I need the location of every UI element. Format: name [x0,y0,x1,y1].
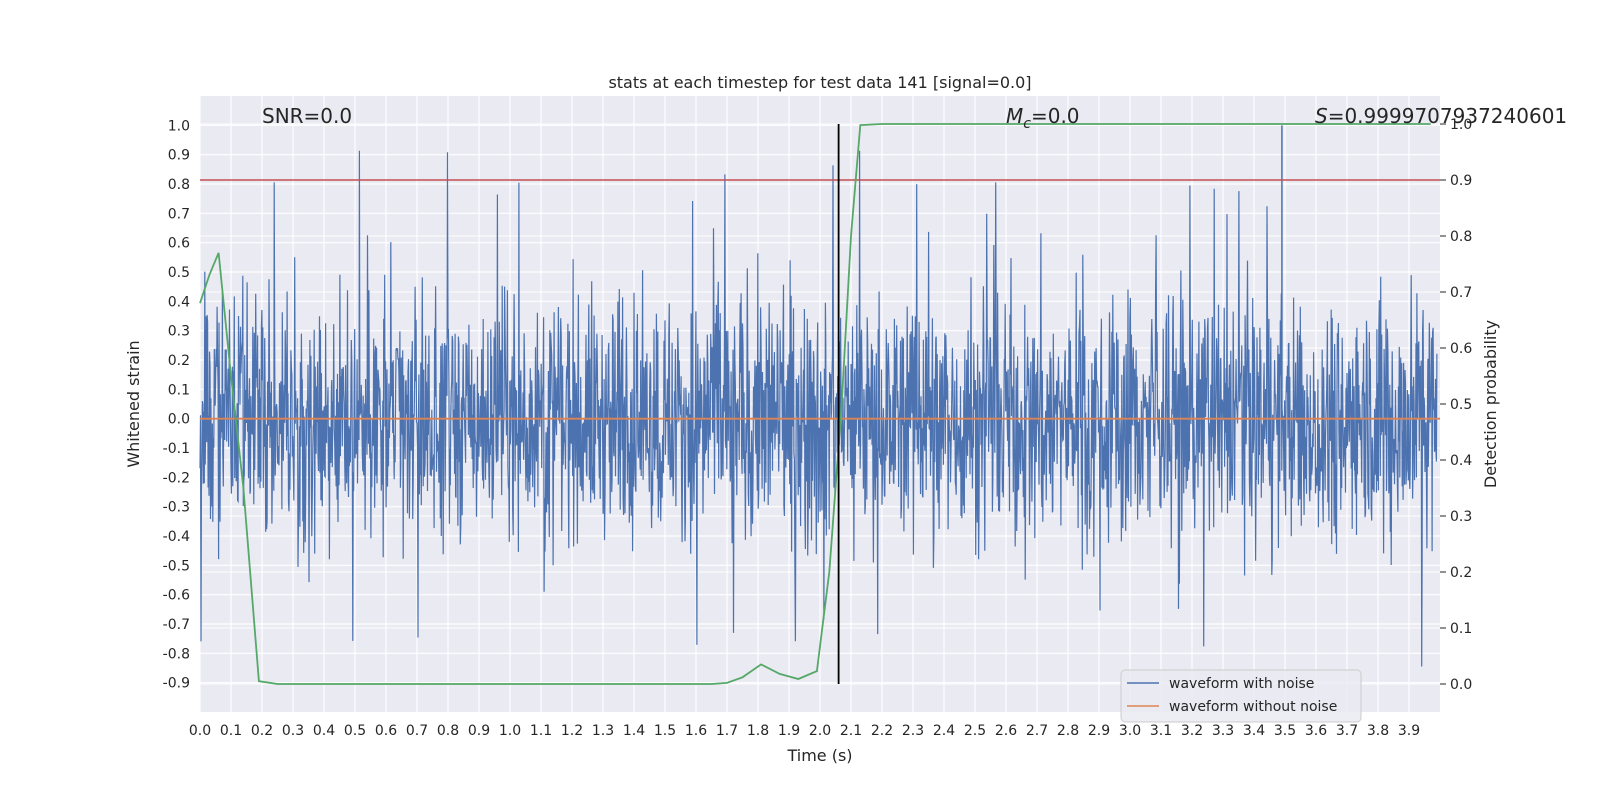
s-symbol: S [1315,104,1328,128]
x-tick-label: 3.3 [1212,723,1234,739]
x-tick-label: 0.6 [375,723,397,739]
y-tick-label: -0.6 [163,588,190,604]
y-tick-label: -0.3 [163,500,190,516]
mc-subscript: c [1023,116,1031,132]
y-tick-label: -0.9 [163,676,190,692]
detection-probability-line [199,123,1431,685]
y-right-tick-label: 0.4 [1450,453,1472,469]
y-right-tick-label: 0.0 [1450,677,1472,693]
y-axis-ticks: -0.9 -0.8 -0.7 -0.6 -0.5 -0.4 -0.3 -0.2 -0.1 0.0 0… [163,118,190,691]
x-tick-label: 2.2 [871,723,893,739]
x-tick-label: 3.9 [1398,723,1420,739]
y-right-tick-label: 0.2 [1450,565,1472,581]
y-tick-label: -0.5 [163,558,190,574]
y-tick-label: 1.0 [168,118,190,134]
y-axis-right-ticks: 0.0 0.1 0.2 0.3 0.4 0.5 0.6 0.7 0.8 0.9 1.0 [1440,117,1472,693]
y-right-tick-label: 0.8 [1450,229,1472,245]
x-tick-label: 3.2 [1181,723,1203,739]
y-tick-label: -0.1 [163,441,190,457]
legend: waveform with noise waveform without noi… [1120,669,1362,723]
x-tick-label: 2.6 [995,723,1017,739]
x-tick-label: 0.8 [437,723,459,739]
y-right-tick-label: 0.7 [1450,285,1472,301]
x-tick-label: 1.8 [747,723,769,739]
s-annotation: S=0.9999707937240601 [1315,104,1567,128]
y-tick-label: 0.1 [168,382,190,398]
x-tick-label: 0.2 [251,723,273,739]
y-right-tick-label: 0.5 [1450,397,1472,413]
x-tick-label: 2.1 [840,723,862,739]
y-tick-label: -0.7 [163,617,190,633]
mc-value: =0.0 [1031,104,1080,128]
y-tick-label: 0.4 [168,294,190,310]
x-tick-label: 3.7 [1336,723,1358,739]
y-tick-label: 0.5 [168,265,190,281]
x-tick-label: 0.4 [313,723,335,739]
x-tick-label: 3.4 [1243,723,1265,739]
snr-annotation: SNR=0.0 [262,104,352,128]
x-tick-label: 1.6 [685,723,707,739]
x-tick-label: 0.5 [344,723,366,739]
x-tick-label: 2.7 [1026,723,1048,739]
mc-annotation: Mc=0.0 [1006,104,1080,132]
y-tick-label: -0.4 [163,529,190,545]
overlay-lines [199,123,1440,685]
legend-label-noise: waveform with noise [1169,676,1314,692]
x-tick-label: 1.4 [623,723,645,739]
y-axis-label: Whitened strain [124,340,143,467]
y-tick-label: 0.8 [168,177,190,193]
x-tick-label: 3.0 [1119,723,1141,739]
y-tick-label: 0.7 [168,206,190,222]
x-axis-ticks: 0.0 0.1 0.2 0.3 0.4 0.5 0.6 0.7 0.8 0.9 1.0 1.1 1.2 1… [189,723,1420,739]
x-tick-label: 0.7 [406,723,428,739]
x-tick-label: 2.4 [933,723,955,739]
x-tick-label: 1.9 [778,723,800,739]
legend-label-clean: waveform without noise [1169,699,1337,715]
x-tick-label: 0.9 [468,723,490,739]
legend-box [1120,669,1362,723]
x-tick-label: 0.1 [220,723,242,739]
x-tick-label: 1.2 [561,723,583,739]
x-tick-label: 3.8 [1367,723,1389,739]
y-tick-label: -0.8 [163,646,190,662]
chart-title: stats at each timestep for test data 141… [608,73,1031,92]
x-tick-label: 1.3 [592,723,614,739]
x-tick-label: 2.8 [1057,723,1079,739]
series-waveform-with-noise [199,125,1438,667]
s-value: =0.9999707937240601 [1328,104,1567,128]
x-tick-label: 1.1 [530,723,552,739]
y-tick-label: 0.3 [168,324,190,340]
y-right-tick-label: 0.6 [1450,341,1472,357]
x-tick-label: 2.0 [809,723,831,739]
y-right-tick-label: 0.3 [1450,509,1472,525]
y-right-tick-label: 0.9 [1450,173,1472,189]
y-right-tick-label: 0.1 [1450,621,1472,637]
x-tick-label: 2.5 [964,723,986,739]
x-tick-label: 2.3 [902,723,924,739]
y-right-tick-label: 1.0 [1450,117,1472,133]
y-tick-label: 0.9 [168,148,190,164]
x-axis-label: Time (s) [786,746,852,765]
mc-symbol: M [1006,104,1023,128]
x-tick-label: 0.0 [189,723,211,739]
x-tick-label: 0.3 [282,723,304,739]
x-tick-label: 3.6 [1305,723,1327,739]
y-tick-label: 0.2 [168,353,190,369]
y-tick-label: 0.6 [168,236,190,252]
x-tick-label: 1.7 [716,723,738,739]
x-tick-label: 3.5 [1274,723,1296,739]
x-tick-label: 1.5 [654,723,676,739]
y-tick-label: -0.2 [163,470,190,486]
x-tick-label: 1.0 [499,723,521,739]
x-tick-label: 3.1 [1150,723,1172,739]
y-tick-label: 0.0 [168,412,190,428]
x-tick-label: 2.9 [1088,723,1110,739]
y-axis-right-label: Detection probability [1481,320,1500,488]
noise-waveform-line [199,150,1438,667]
